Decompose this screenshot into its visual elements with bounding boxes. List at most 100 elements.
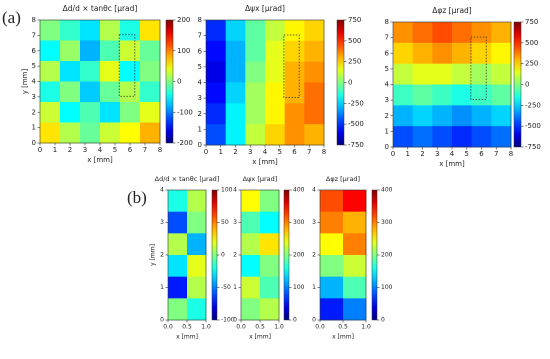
heatmap-cell (245, 82, 266, 104)
heatmap-cell (452, 105, 473, 127)
heatmap-cell (432, 63, 453, 85)
heatmap-cell (80, 81, 101, 103)
heatmap-cell (206, 124, 227, 146)
y-tick-label: 3 (198, 94, 202, 102)
heatmap-cell (320, 276, 344, 299)
heatmap-cell (100, 122, 121, 144)
heatmap-cell (284, 82, 305, 104)
heatmap-cell (40, 61, 61, 82)
heatmap-cell (120, 40, 141, 62)
heatmap-cell (40, 20, 61, 41)
colorbar-tick-label: 250 (525, 60, 538, 68)
heatmap-cell (225, 61, 246, 83)
heatmap-cell (412, 126, 433, 148)
y-tick-label: 8 (32, 16, 36, 24)
y-tick-label: 2 (233, 252, 237, 259)
colorbar-tick-label: 100 (177, 47, 190, 55)
y-tick-label: 8 (198, 16, 202, 24)
heatmap-cell (393, 126, 414, 148)
y-tick-label: 1 (160, 284, 164, 291)
heatmap-cell (320, 190, 344, 213)
region-box (283, 34, 300, 98)
x-axis-label: x [mm] (87, 156, 113, 164)
heatmap-cell (343, 211, 367, 234)
heatmap-cell (40, 122, 61, 144)
heatmap-cell (140, 61, 161, 82)
heatmap-cell (80, 102, 101, 123)
colorbar-tick-label: 500 (525, 39, 538, 47)
heatmap-cell (320, 298, 344, 321)
heatmap-cell (168, 190, 188, 213)
colorbar-tick-label: 0 (293, 317, 297, 324)
heatmap-cell (245, 103, 266, 125)
x-tick-label: 4 (263, 148, 268, 156)
heatmap-cell (491, 105, 512, 127)
x-tick-label: 1 (53, 146, 57, 154)
heatmap-cell (241, 233, 261, 256)
y-tick-label: 2 (312, 252, 316, 259)
colorbar-tick-label: 0 (525, 81, 529, 89)
heatmap-cell (140, 20, 161, 41)
x-tick-label: 2 (233, 148, 237, 156)
colorbar-tick-label: 300 (381, 219, 393, 226)
y-tick-label: 3 (233, 219, 237, 226)
chart-title: Δd/d × tanθc [μrad] (155, 175, 220, 183)
heatmap-cell (320, 211, 344, 234)
heatmap-cell (412, 42, 433, 65)
heatmap-cell (187, 255, 207, 278)
y-tick-label: 2 (160, 252, 164, 259)
heatmap-cell (265, 61, 286, 83)
heatmap-cell (245, 61, 266, 83)
y-tick-label: 4 (160, 187, 164, 194)
y-axis-label: y [mm] (150, 244, 157, 266)
heatmap-cell (225, 40, 246, 63)
y-tick-label: 3 (160, 219, 164, 226)
y-tick-label: 3 (312, 219, 316, 226)
heatmap-cell (471, 42, 492, 65)
heatmap-cell (452, 126, 473, 148)
heatmap-cell (168, 211, 188, 234)
heatmap-cell (140, 81, 161, 103)
y-tick-label: 6 (32, 47, 37, 55)
x-tick-label: 1.0 (274, 324, 284, 331)
heatmap-cell (60, 61, 81, 82)
heatmap-cell (60, 20, 81, 41)
x-tick-label: 1 (406, 150, 410, 158)
y-tick-label: 4 (385, 81, 390, 89)
panel-label: (b) (127, 188, 147, 207)
heatmap-cell (80, 61, 101, 82)
heatmap-cell (60, 122, 81, 144)
region-box (118, 34, 136, 97)
x-tick-label: 1.0 (361, 324, 371, 331)
heatmap-cell (471, 84, 492, 106)
heatmap-cell (241, 190, 261, 213)
heatmap-cell (284, 61, 305, 83)
colorbar-tick-label: 100 (221, 187, 233, 194)
y-tick-label: 7 (32, 31, 36, 39)
y-tick-label: 4 (233, 187, 237, 194)
heatmap-cell (206, 82, 227, 104)
x-tick-label: 6 (128, 146, 133, 154)
y-tick-label: 7 (385, 34, 389, 42)
heatmap-cell (284, 20, 305, 42)
x-tick-label: 2 (68, 146, 72, 154)
heatmap-cell (120, 102, 141, 123)
heatmap-cell (432, 105, 453, 127)
heatmap-cell (241, 298, 261, 321)
colorbar-tick-label: 400 (381, 187, 393, 194)
heatmap-cell (304, 82, 325, 104)
heatmap-cell (452, 42, 473, 65)
y-tick-label: 4 (198, 79, 203, 87)
x-tick-label: 5 (278, 148, 282, 156)
heatmap-cell (343, 255, 367, 278)
heatmap-cell (265, 40, 286, 63)
heatmap-cell (452, 84, 473, 106)
x-tick-label: 8 (509, 150, 513, 158)
y-axis-label: y [mm] (21, 68, 29, 94)
y-tick-label: 0 (198, 141, 202, 149)
x-tick-label: 0.5 (255, 324, 265, 331)
x-tick-label: 6 (479, 150, 484, 158)
y-tick-label: 0 (385, 143, 389, 151)
colorbar-tick-label: 200 (381, 252, 393, 259)
heatmap-cell (80, 20, 101, 41)
